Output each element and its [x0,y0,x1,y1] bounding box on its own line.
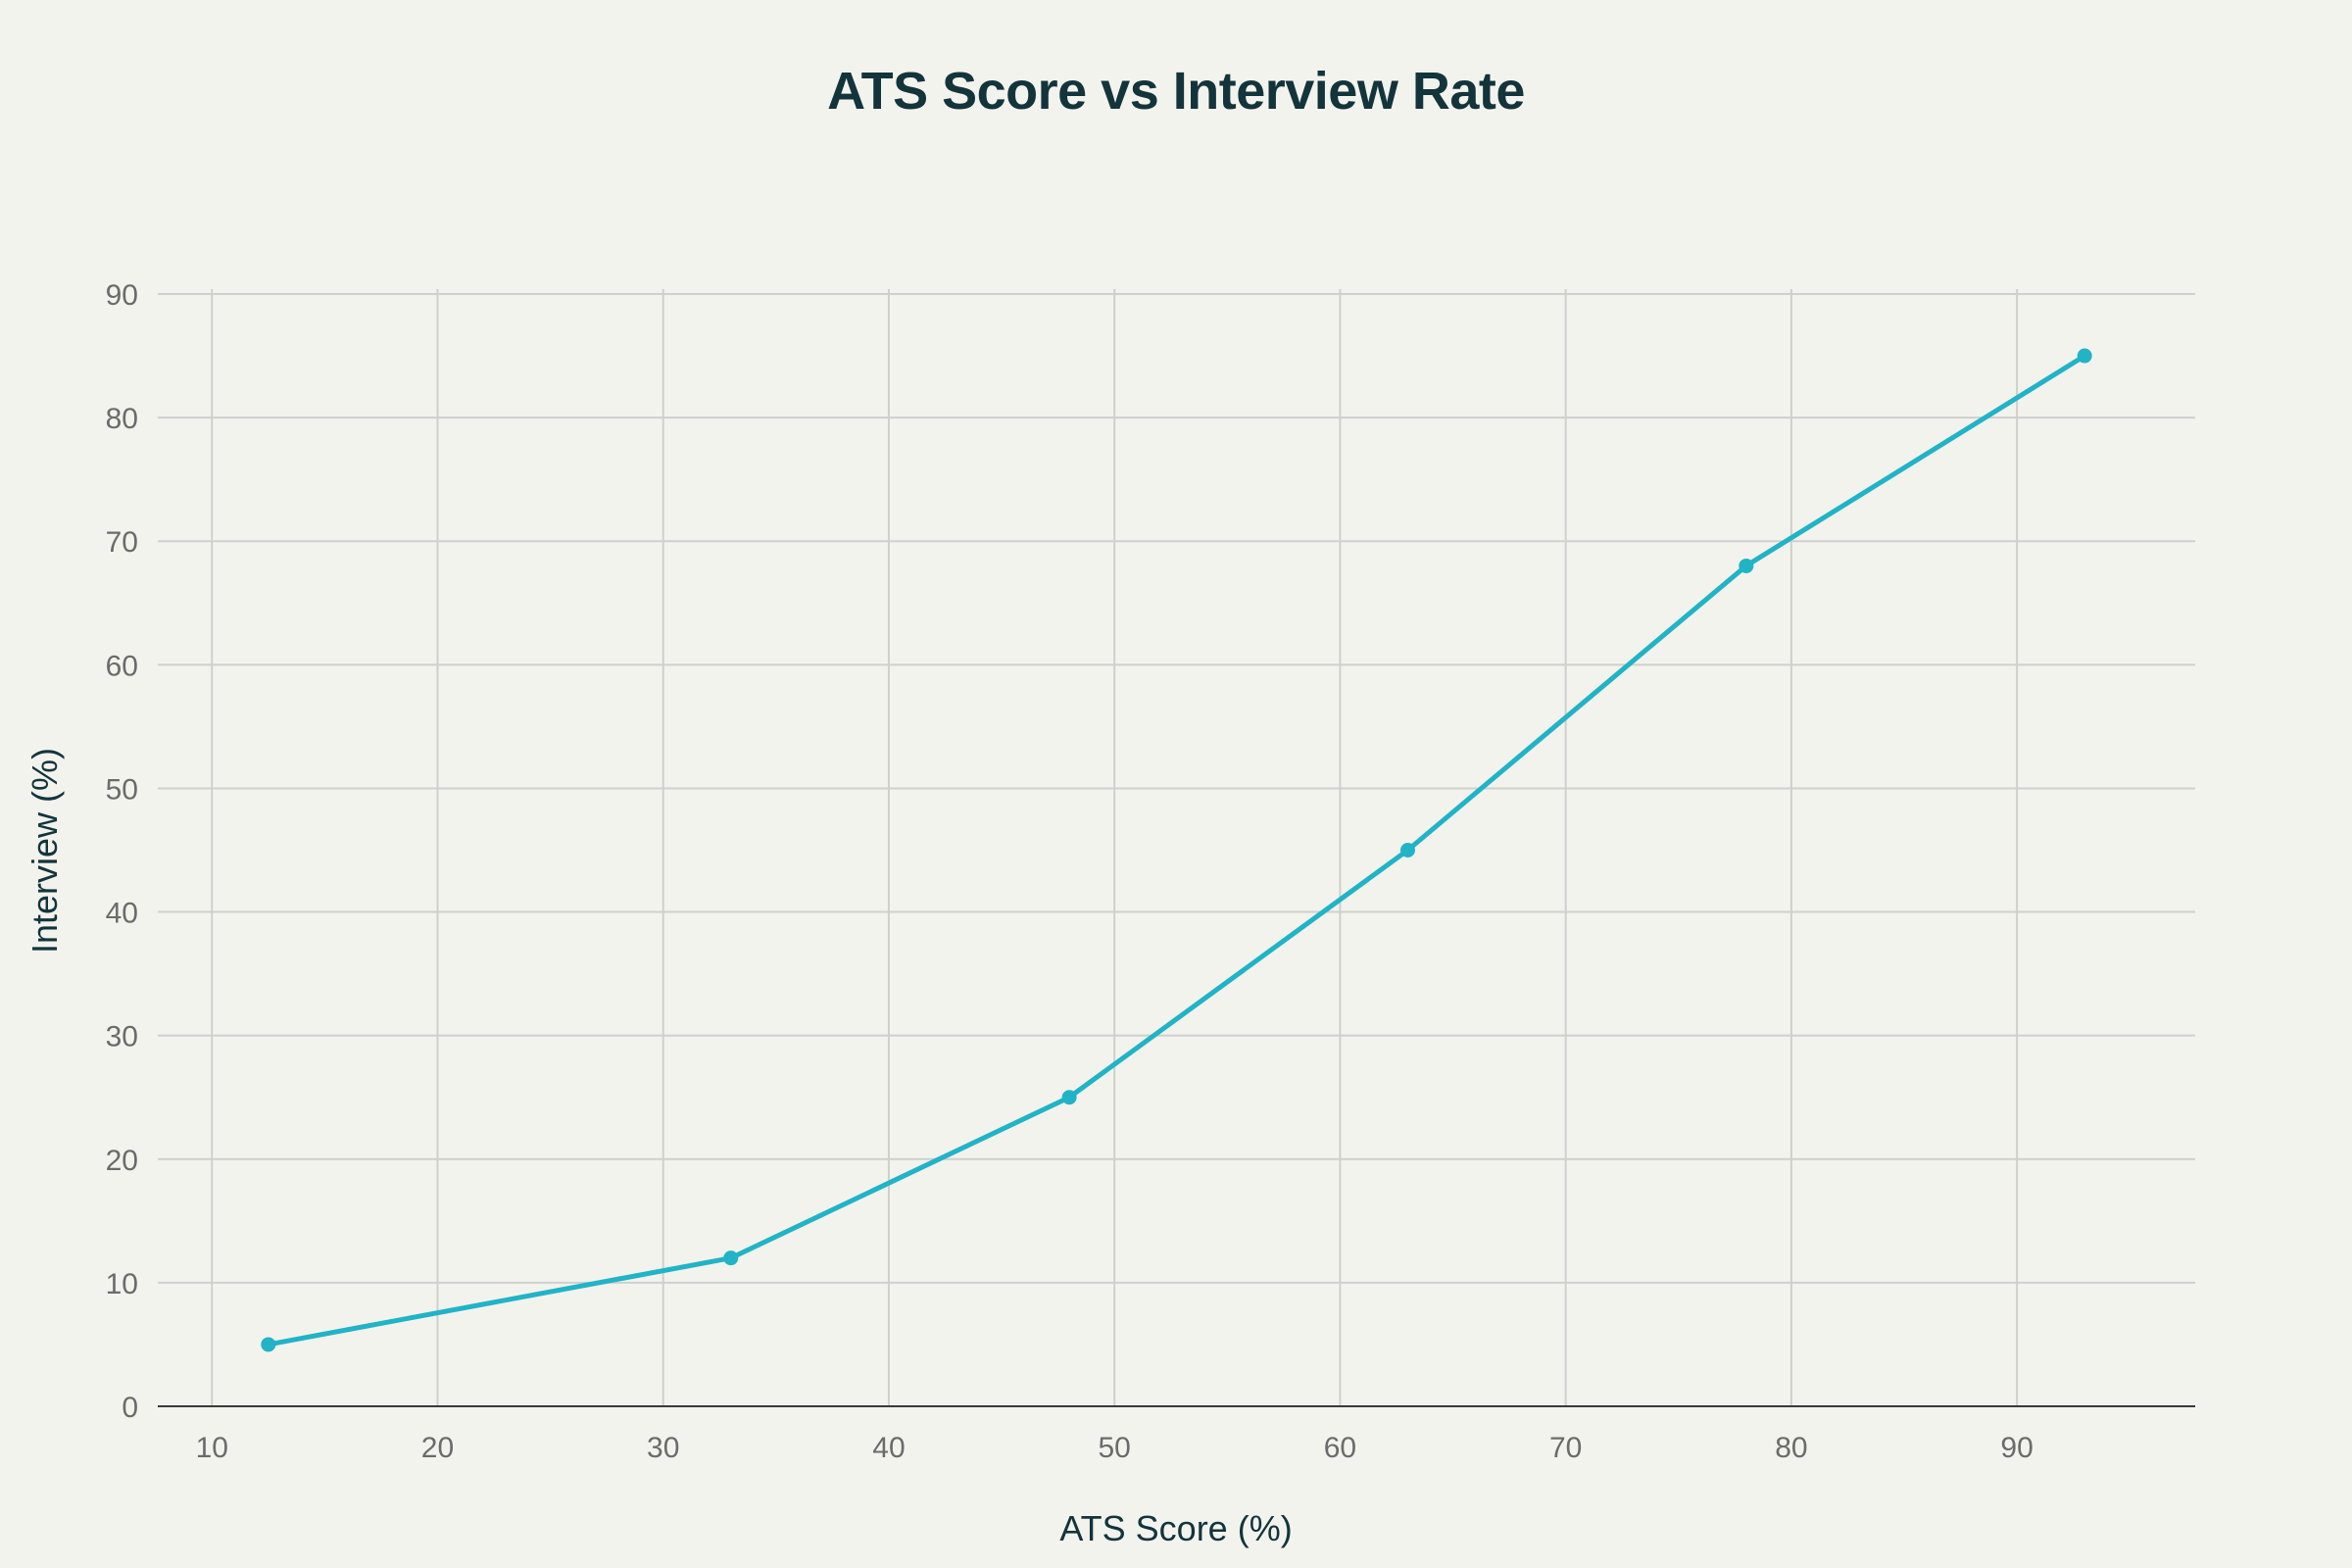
data-point[interactable] [1739,558,1754,573]
y-axis-title: Interview (%) [24,748,65,954]
y-tick-label: 50 [106,773,138,806]
y-tick-label: 30 [106,1021,138,1054]
y-tick-label: 60 [106,650,138,682]
series-line [266,353,2087,1348]
x-tick-label: 90 [2000,1432,2033,1464]
y-tick-label: 80 [106,403,138,435]
data-point[interactable] [2077,348,2092,364]
data-point[interactable] [1061,1090,1077,1105]
x-tick-label: 70 [1549,1432,1582,1464]
y-tick-label: 70 [106,526,138,559]
x-tick-label: 80 [1775,1432,1807,1464]
x-tick-label: 40 [872,1432,905,1464]
y-tick-label: 20 [106,1145,138,1177]
data-point[interactable] [261,1337,276,1352]
data-point[interactable] [1399,843,1415,858]
x-axis-title: ATS Score (%) [1059,1508,1292,1548]
x-tick-label: 30 [647,1432,679,1464]
x-tick-label: 60 [1324,1432,1356,1464]
y-tick-label: 0 [122,1392,138,1424]
y-tick-label: 10 [106,1268,138,1300]
y-tick-label: 90 [106,279,138,312]
chart-title: ATS Score vs Interview Rate [827,62,1525,121]
x-tick-label: 10 [196,1432,228,1464]
x-tick-label: 50 [1098,1432,1130,1464]
x-tick-label: 20 [421,1432,454,1464]
y-tick-label: 40 [106,898,138,930]
data-point[interactable] [723,1250,739,1266]
